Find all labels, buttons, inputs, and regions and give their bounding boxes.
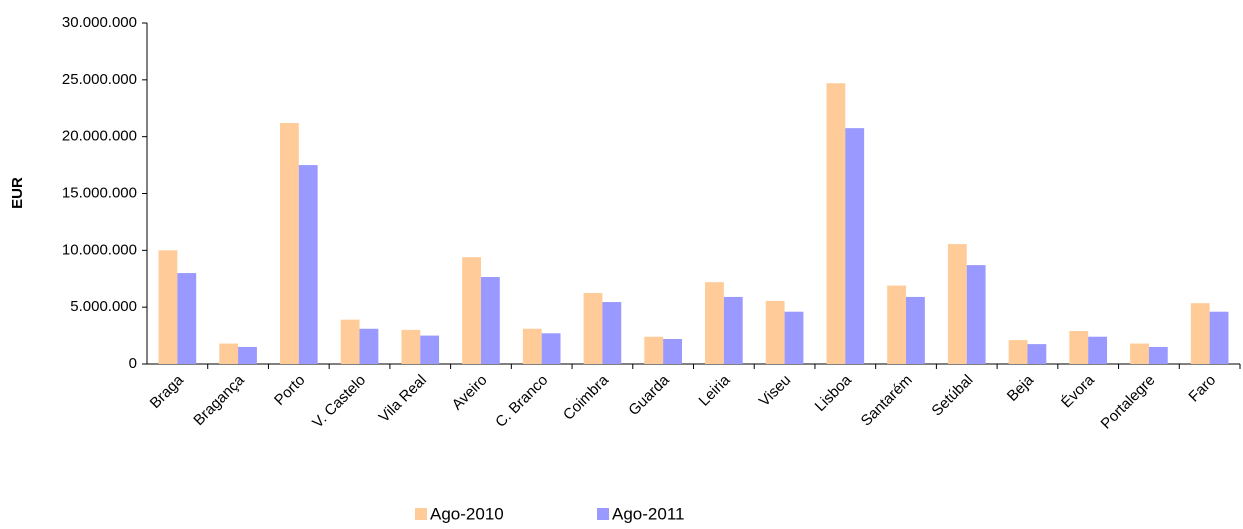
- bar: [298, 165, 318, 364]
- legend-swatch: [597, 508, 609, 520]
- bar: [1130, 343, 1149, 364]
- x-tick-label: Bragança: [190, 371, 248, 429]
- bar: [887, 285, 907, 364]
- bar: [1209, 311, 1229, 364]
- bar: [238, 346, 257, 364]
- bar: [602, 302, 622, 364]
- bar: [1190, 303, 1210, 364]
- bar: [480, 277, 500, 364]
- y-tick-label: 10.000.000: [62, 241, 137, 258]
- bar: [359, 328, 379, 364]
- y-tick-label: 25.000.000: [62, 71, 137, 88]
- y-tick-label: 5.000.000: [70, 298, 137, 315]
- y-axis-label: EUR: [9, 177, 26, 209]
- bar: [705, 282, 724, 364]
- bar: [826, 83, 846, 364]
- bar: [1088, 336, 1108, 364]
- bar: [177, 273, 197, 364]
- x-tick-label: Portalegre: [1098, 372, 1159, 433]
- bar: [644, 336, 664, 364]
- x-tick-label: Faro: [1185, 372, 1219, 406]
- x-tick-label: Guarda: [625, 371, 673, 419]
- y-tick-label: 30.000.000: [62, 14, 137, 31]
- bar: [401, 329, 421, 364]
- x-tick-label: Santarém: [858, 372, 916, 430]
- bar: [1008, 340, 1028, 364]
- bar: [1027, 344, 1047, 364]
- x-tick-label: C. Branco: [492, 372, 551, 431]
- bar: [906, 296, 925, 364]
- bar: [784, 311, 804, 364]
- legend-label: Ago-2011: [612, 504, 684, 523]
- bar: [583, 292, 603, 364]
- bar: [723, 296, 743, 364]
- bar: [522, 328, 542, 364]
- y-tick-label: 0: [129, 355, 137, 372]
- legend-label: Ago-2010: [430, 504, 504, 523]
- bar: [219, 343, 239, 364]
- x-tick-label: Leiria: [696, 371, 734, 409]
- bar: [663, 338, 682, 364]
- bar: [1069, 331, 1089, 364]
- bar: [765, 300, 785, 364]
- bar: [845, 128, 865, 364]
- x-tick-label: Braga: [147, 371, 188, 412]
- y-tick-label: 20.000.000: [62, 128, 137, 145]
- bar: [462, 257, 481, 364]
- legend-swatch: [415, 508, 427, 520]
- bar: [158, 250, 178, 364]
- bar: [541, 333, 561, 364]
- y-tick-label: 15.000.000: [62, 184, 137, 201]
- bar: [966, 265, 986, 364]
- x-tick-label: Viseu: [756, 372, 794, 410]
- bar: [1148, 346, 1168, 364]
- x-tick-label: Coimbra: [560, 371, 613, 424]
- bar: [279, 123, 299, 364]
- bar: [420, 335, 440, 364]
- bar: [947, 244, 967, 364]
- x-tick-label: V. Castelo: [309, 372, 369, 432]
- x-tick-label: Évora: [1058, 371, 1098, 411]
- x-tick-label: Lisboa: [812, 371, 856, 415]
- bar: [340, 319, 360, 364]
- x-tick-label: Vila Real: [376, 372, 430, 426]
- x-tick-label: Porto: [271, 372, 308, 409]
- x-tick-label: Setúbal: [928, 372, 976, 420]
- x-tick-label: Aveiro: [449, 372, 491, 414]
- x-tick-label: Beja: [1004, 371, 1038, 405]
